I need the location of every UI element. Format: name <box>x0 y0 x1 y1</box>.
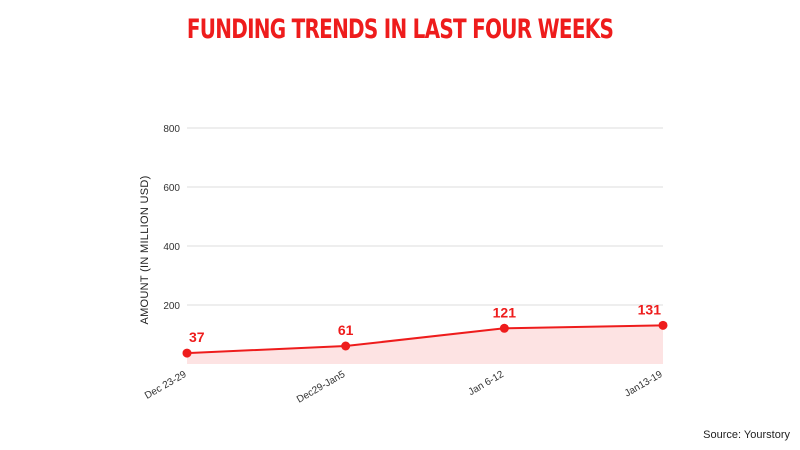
data-point <box>341 341 351 351</box>
x-tick-label: Jan13-19 <box>623 369 665 400</box>
y-axis-label: AMOUNT (IN MILLION USD) <box>139 175 151 324</box>
y-tick-label: 400 <box>163 242 180 253</box>
x-tick-label: Dec29-Jan5 <box>295 369 348 406</box>
y-tick-label: 800 <box>163 124 180 135</box>
series-area <box>187 325 663 364</box>
data-label: 131 <box>638 301 662 317</box>
x-tick-labels: Dec 23-29 Dec29-Jan5 Jan 6-12 Jan13-19 <box>143 369 665 406</box>
series-line <box>186 324 664 355</box>
data-point <box>658 320 668 330</box>
data-point <box>182 348 192 358</box>
x-tick-label: Dec 23-29 <box>143 369 189 402</box>
y-tick-labels: 200 400 600 800 <box>163 124 180 312</box>
data-label: 61 <box>338 322 354 338</box>
data-point <box>499 323 509 333</box>
source-note: Source: Yourstory <box>703 429 790 441</box>
data-label: 121 <box>493 304 517 320</box>
data-label: 37 <box>189 329 205 345</box>
data-labels: 37 61 121 131 <box>189 301 661 345</box>
data-points <box>182 320 668 358</box>
x-tick-label: Jan 6-12 <box>467 369 507 398</box>
y-tick-label: 600 <box>163 183 180 194</box>
chart-title: FUNDING TRENDS IN LAST FOUR WEEKS <box>186 14 614 45</box>
gridlines <box>187 127 663 306</box>
y-tick-label: 200 <box>163 301 180 312</box>
